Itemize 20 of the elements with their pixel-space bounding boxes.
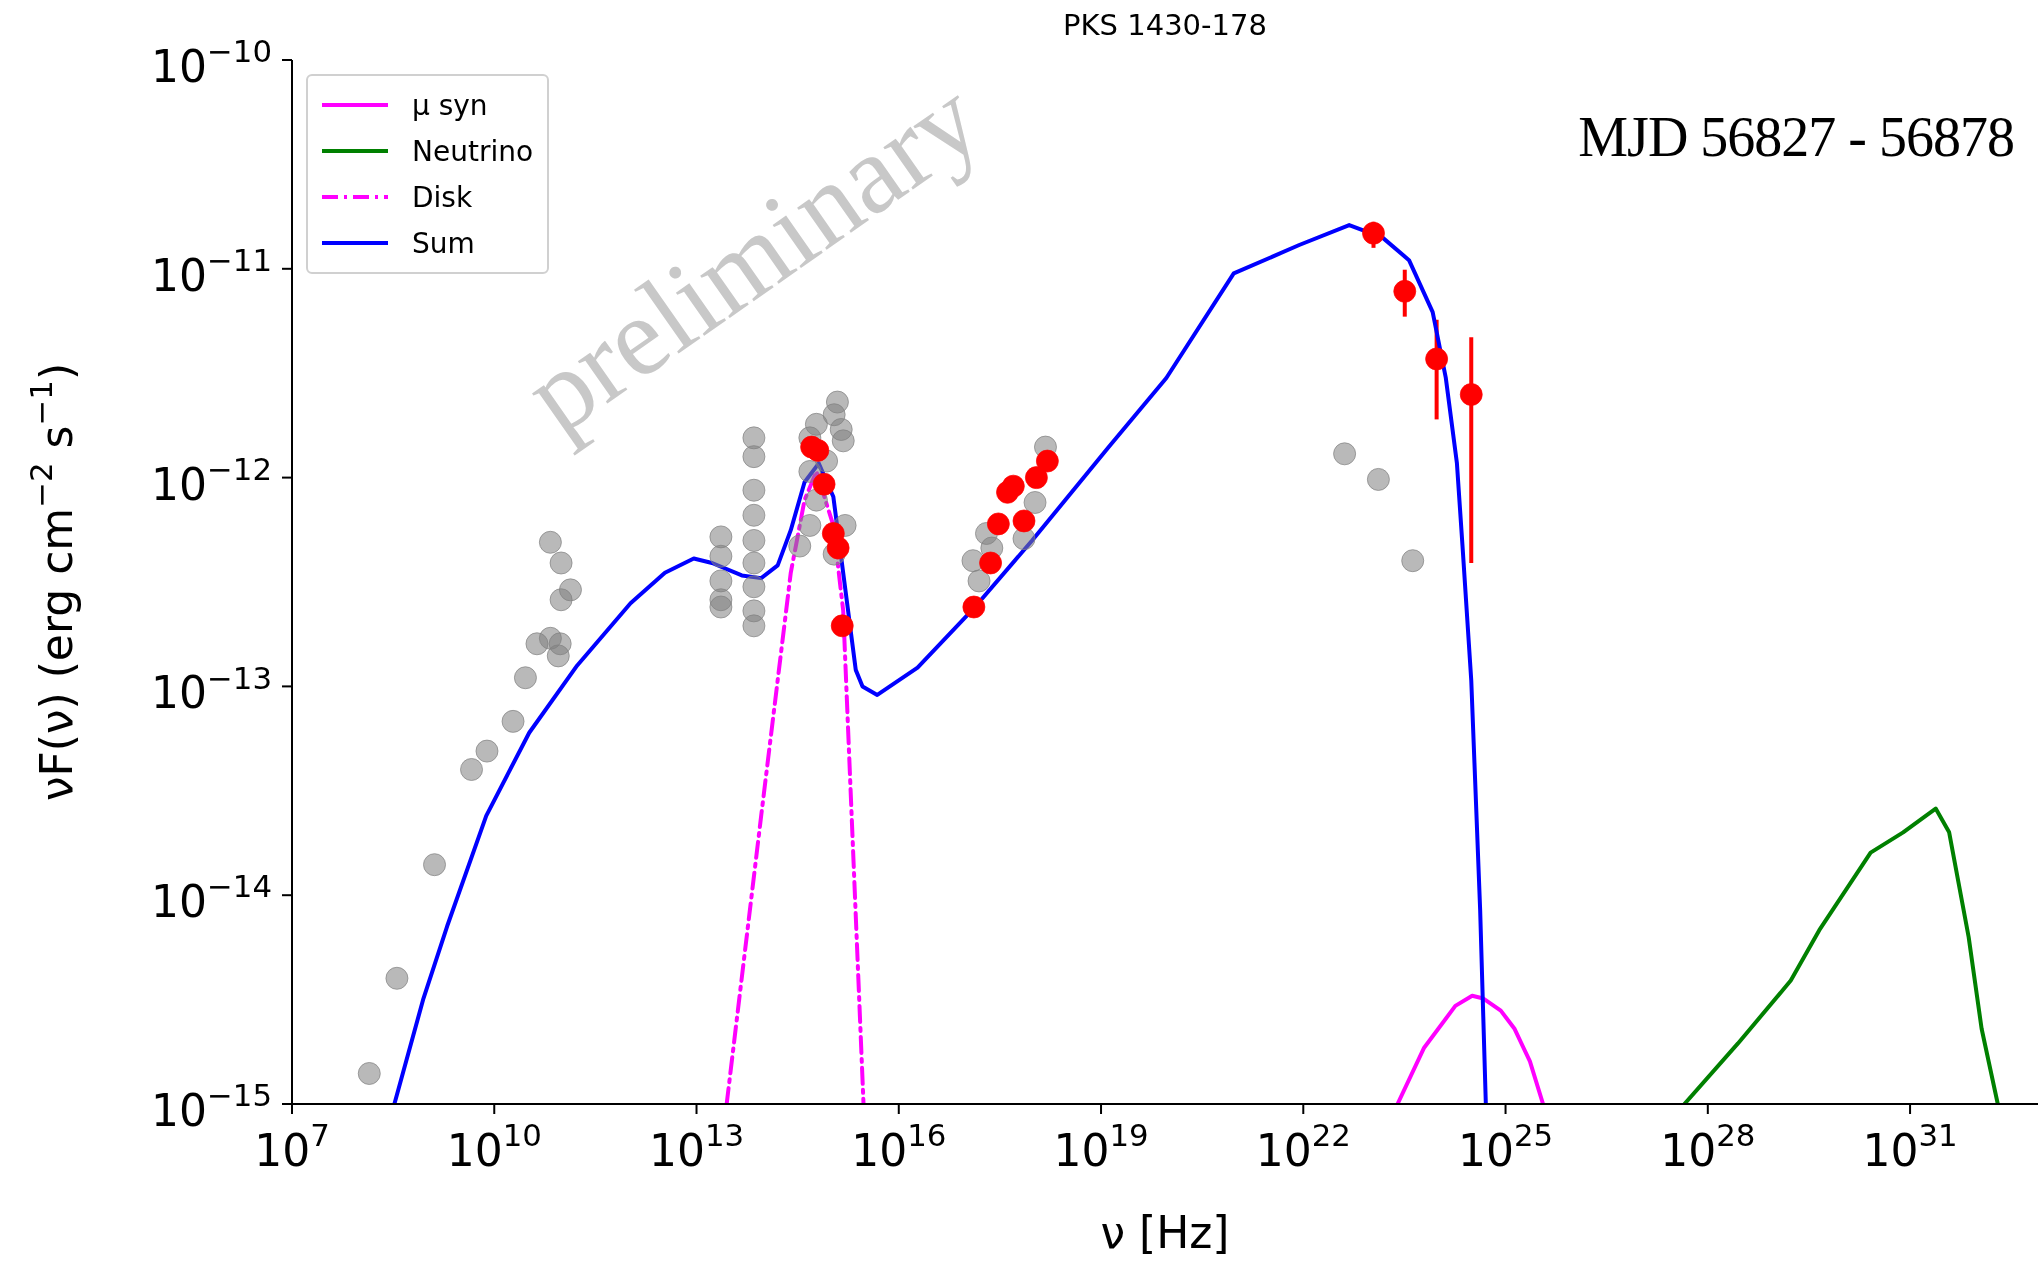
x-axis-title: ν [Hz] [1100, 1207, 1230, 1258]
x-tick-label: 10$^{16}$ [851, 1117, 947, 1176]
x-tick-label: 10$^{22}$ [1255, 1117, 1351, 1176]
x-tick-label: 10$^{19}$ [1053, 1117, 1149, 1176]
y-tick-label: 10$^{−14}$ [151, 868, 272, 928]
y-tick-label: 10$^{−12}$ [151, 450, 272, 510]
legend-label: μ syn [412, 88, 488, 122]
chart-title: PKS 1430-178 [1062, 8, 1268, 42]
y-tick-label: 10$^{−10}$ [151, 33, 272, 92]
annotation: MJD 56827 - 56878 [1578, 105, 2014, 169]
y-tick-label: 10$^{−11}$ [151, 242, 272, 301]
legend-label: Disk [412, 180, 473, 214]
y-tick-label: 10$^{−13}$ [151, 659, 272, 719]
x-tick-label: 10$^{28}$ [1660, 1117, 1756, 1176]
legend-label: Neutrino [412, 134, 534, 168]
x-tick-label: 10$^{10}$ [446, 1117, 542, 1176]
x-tick-label: 10$^{31}$ [1862, 1117, 1958, 1176]
legend-label: Sum [412, 226, 475, 260]
x-tick-label: 10$^{13}$ [648, 1117, 745, 1176]
x-tick-label: 10$^{25}$ [1457, 1117, 1554, 1176]
